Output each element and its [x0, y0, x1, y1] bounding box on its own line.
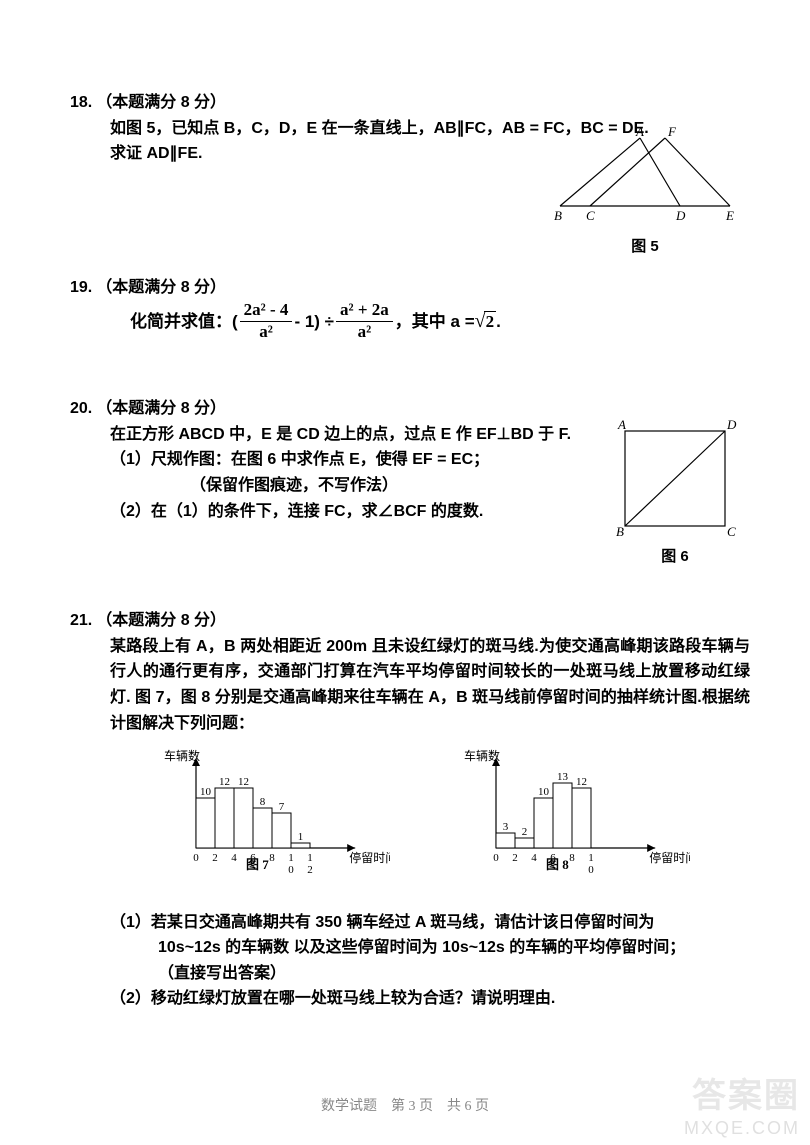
svg-text:12: 12 [219, 776, 230, 788]
svg-text:10: 10 [538, 786, 550, 798]
svg-text:1: 1 [307, 852, 313, 864]
frac2-bot: a² [354, 322, 376, 342]
p21-sub1a: （1）若某日交通高峰期共有 350 辆车经过 A 斑马线，请估计该日停留时间为 [70, 910, 750, 936]
expr-mid2: ，其中 a = [395, 308, 475, 335]
svg-text:12: 12 [238, 776, 249, 788]
p21-para: 某路段上有 A，B 两处相距近 200m 且未设红绿灯的斑马线.为使交通高峰期该… [70, 634, 750, 736]
svg-text:2: 2 [307, 864, 313, 876]
svg-text:0: 0 [193, 852, 199, 864]
watermark-1: 答案圈 [692, 1068, 800, 1117]
fraction-1: 2a² - 4 a² [240, 300, 293, 342]
score-text: （本题满分 8 分） [96, 94, 226, 111]
chart-7: 车辆数停留时间/s101212871024681102图 7 [160, 748, 390, 892]
p18-heading: 18. （本题满分 8 分） [70, 90, 750, 116]
svg-text:1: 1 [298, 831, 304, 843]
svg-text:A: A [617, 417, 626, 432]
score-text: （本题满分 8 分） [96, 400, 226, 417]
svg-text:0: 0 [288, 864, 294, 876]
svg-text:0: 0 [493, 852, 499, 864]
p21-heading: 21. （本题满分 8 分） [70, 608, 750, 634]
fraction-2: a² + 2a a² [336, 300, 393, 342]
p21-sub2: （2）移动红绿灯放置在哪一处斑马线上较为合适？请说明理由. [70, 986, 750, 1012]
expr-mid1: - 1) ÷ [294, 308, 334, 335]
problem-18: 18. （本题满分 8 分） 如图 5，已知点 B，C，D，E 在一条直线上，A… [70, 90, 750, 167]
sqrt-arg: 2 [484, 311, 497, 332]
svg-text:图 7: 图 7 [246, 857, 269, 872]
svg-text:1: 1 [288, 852, 294, 864]
frac1-bot: a² [255, 322, 277, 342]
chart-7-svg: 车辆数停留时间/s101212871024681102图 7 [160, 748, 390, 883]
svg-text:2: 2 [512, 852, 518, 864]
problem-21: 21. （本题满分 8 分） 某路段上有 A，B 两处相距近 200m 且未设红… [70, 608, 750, 1012]
svg-text:停留时间/s: 停留时间/s [649, 850, 690, 865]
svg-text:车辆数: 车辆数 [464, 748, 500, 763]
page-footer: 数学试题 第 3 页 共 6 页 [0, 1095, 810, 1115]
score-text: （本题满分 8 分） [96, 612, 226, 629]
svg-text:2: 2 [522, 826, 528, 838]
problem-number: 21. [70, 612, 92, 629]
frac2-top: a² + 2a [336, 300, 393, 321]
svg-text:10: 10 [200, 786, 212, 798]
svg-text:B: B [616, 524, 624, 536]
svg-text:8: 8 [269, 852, 275, 864]
svg-text:E: E [725, 208, 734, 223]
svg-text:1: 1 [588, 852, 594, 864]
expr-tail: . [496, 308, 501, 335]
chart-8: 车辆数停留时间/s321013120246810图 8 [460, 748, 690, 892]
svg-text:2: 2 [212, 852, 218, 864]
p19-expression: 化简并求值：( 2a² - 4 a² - 1) ÷ a² + 2a a² ，其中… [70, 300, 750, 342]
p21-sub1b: 10s~12s 的车辆数 以及这些停留时间为 10s~12s 的车辆的平均停留时… [70, 935, 750, 961]
p19-heading: 19. （本题满分 8 分） [70, 275, 750, 301]
problem-19: 19. （本题满分 8 分） 化简并求值：( 2a² - 4 a² - 1) ÷… [70, 275, 750, 342]
svg-text:D: D [675, 208, 686, 223]
p21-sub1c: （直接写出答案） [70, 961, 750, 987]
triangle-diagram: A F B C D E [550, 126, 740, 226]
svg-text:8: 8 [569, 852, 575, 864]
svg-text:车辆数: 车辆数 [164, 748, 200, 763]
svg-text:F: F [667, 126, 677, 139]
svg-text:0: 0 [588, 864, 594, 876]
figure-6-label: 图 6 [610, 545, 740, 569]
svg-text:停留时间/s: 停留时间/s [349, 850, 390, 865]
svg-text:C: C [727, 524, 736, 536]
svg-text:13: 13 [557, 771, 569, 783]
svg-text:4: 4 [531, 852, 537, 864]
score-text: （本题满分 8 分） [96, 279, 226, 296]
svg-text:8: 8 [260, 796, 266, 808]
figure-5-label: 图 5 [550, 235, 740, 259]
figure-6: A D B C 图 6 [610, 416, 740, 569]
page: 18. （本题满分 8 分） 如图 5，已知点 B，C，D，E 在一条直线上，A… [0, 0, 810, 1086]
svg-text:A: A [635, 126, 644, 139]
svg-text:4: 4 [231, 852, 237, 864]
problem-20: 20. （本题满分 8 分） 在正方形 ABCD 中，E 是 CD 边上的点，过… [70, 396, 750, 524]
svg-text:12: 12 [576, 776, 587, 788]
charts-row: 车辆数停留时间/s101212871024681102图 7 车辆数停留时间/s… [100, 748, 750, 892]
svg-text:D: D [726, 417, 737, 432]
svg-text:B: B [554, 208, 562, 223]
watermark-2: MXQE.COM [684, 1118, 800, 1139]
frac1-top: 2a² - 4 [240, 300, 293, 321]
svg-text:C: C [586, 208, 595, 223]
chart-8-svg: 车辆数停留时间/s321013120246810图 8 [460, 748, 690, 883]
svg-text:图 8: 图 8 [546, 857, 569, 872]
square-diagram: A D B C [610, 416, 740, 536]
problem-number: 19. [70, 279, 92, 296]
problem-number: 20. [70, 400, 92, 417]
problem-number: 18. [70, 94, 92, 111]
svg-text:3: 3 [503, 821, 509, 833]
expr-prefix: 化简并求值：( [130, 308, 238, 335]
sqrt: √ 2 [475, 311, 496, 332]
svg-text:7: 7 [279, 801, 285, 813]
figure-5: A F B C D E 图 5 [550, 126, 740, 259]
